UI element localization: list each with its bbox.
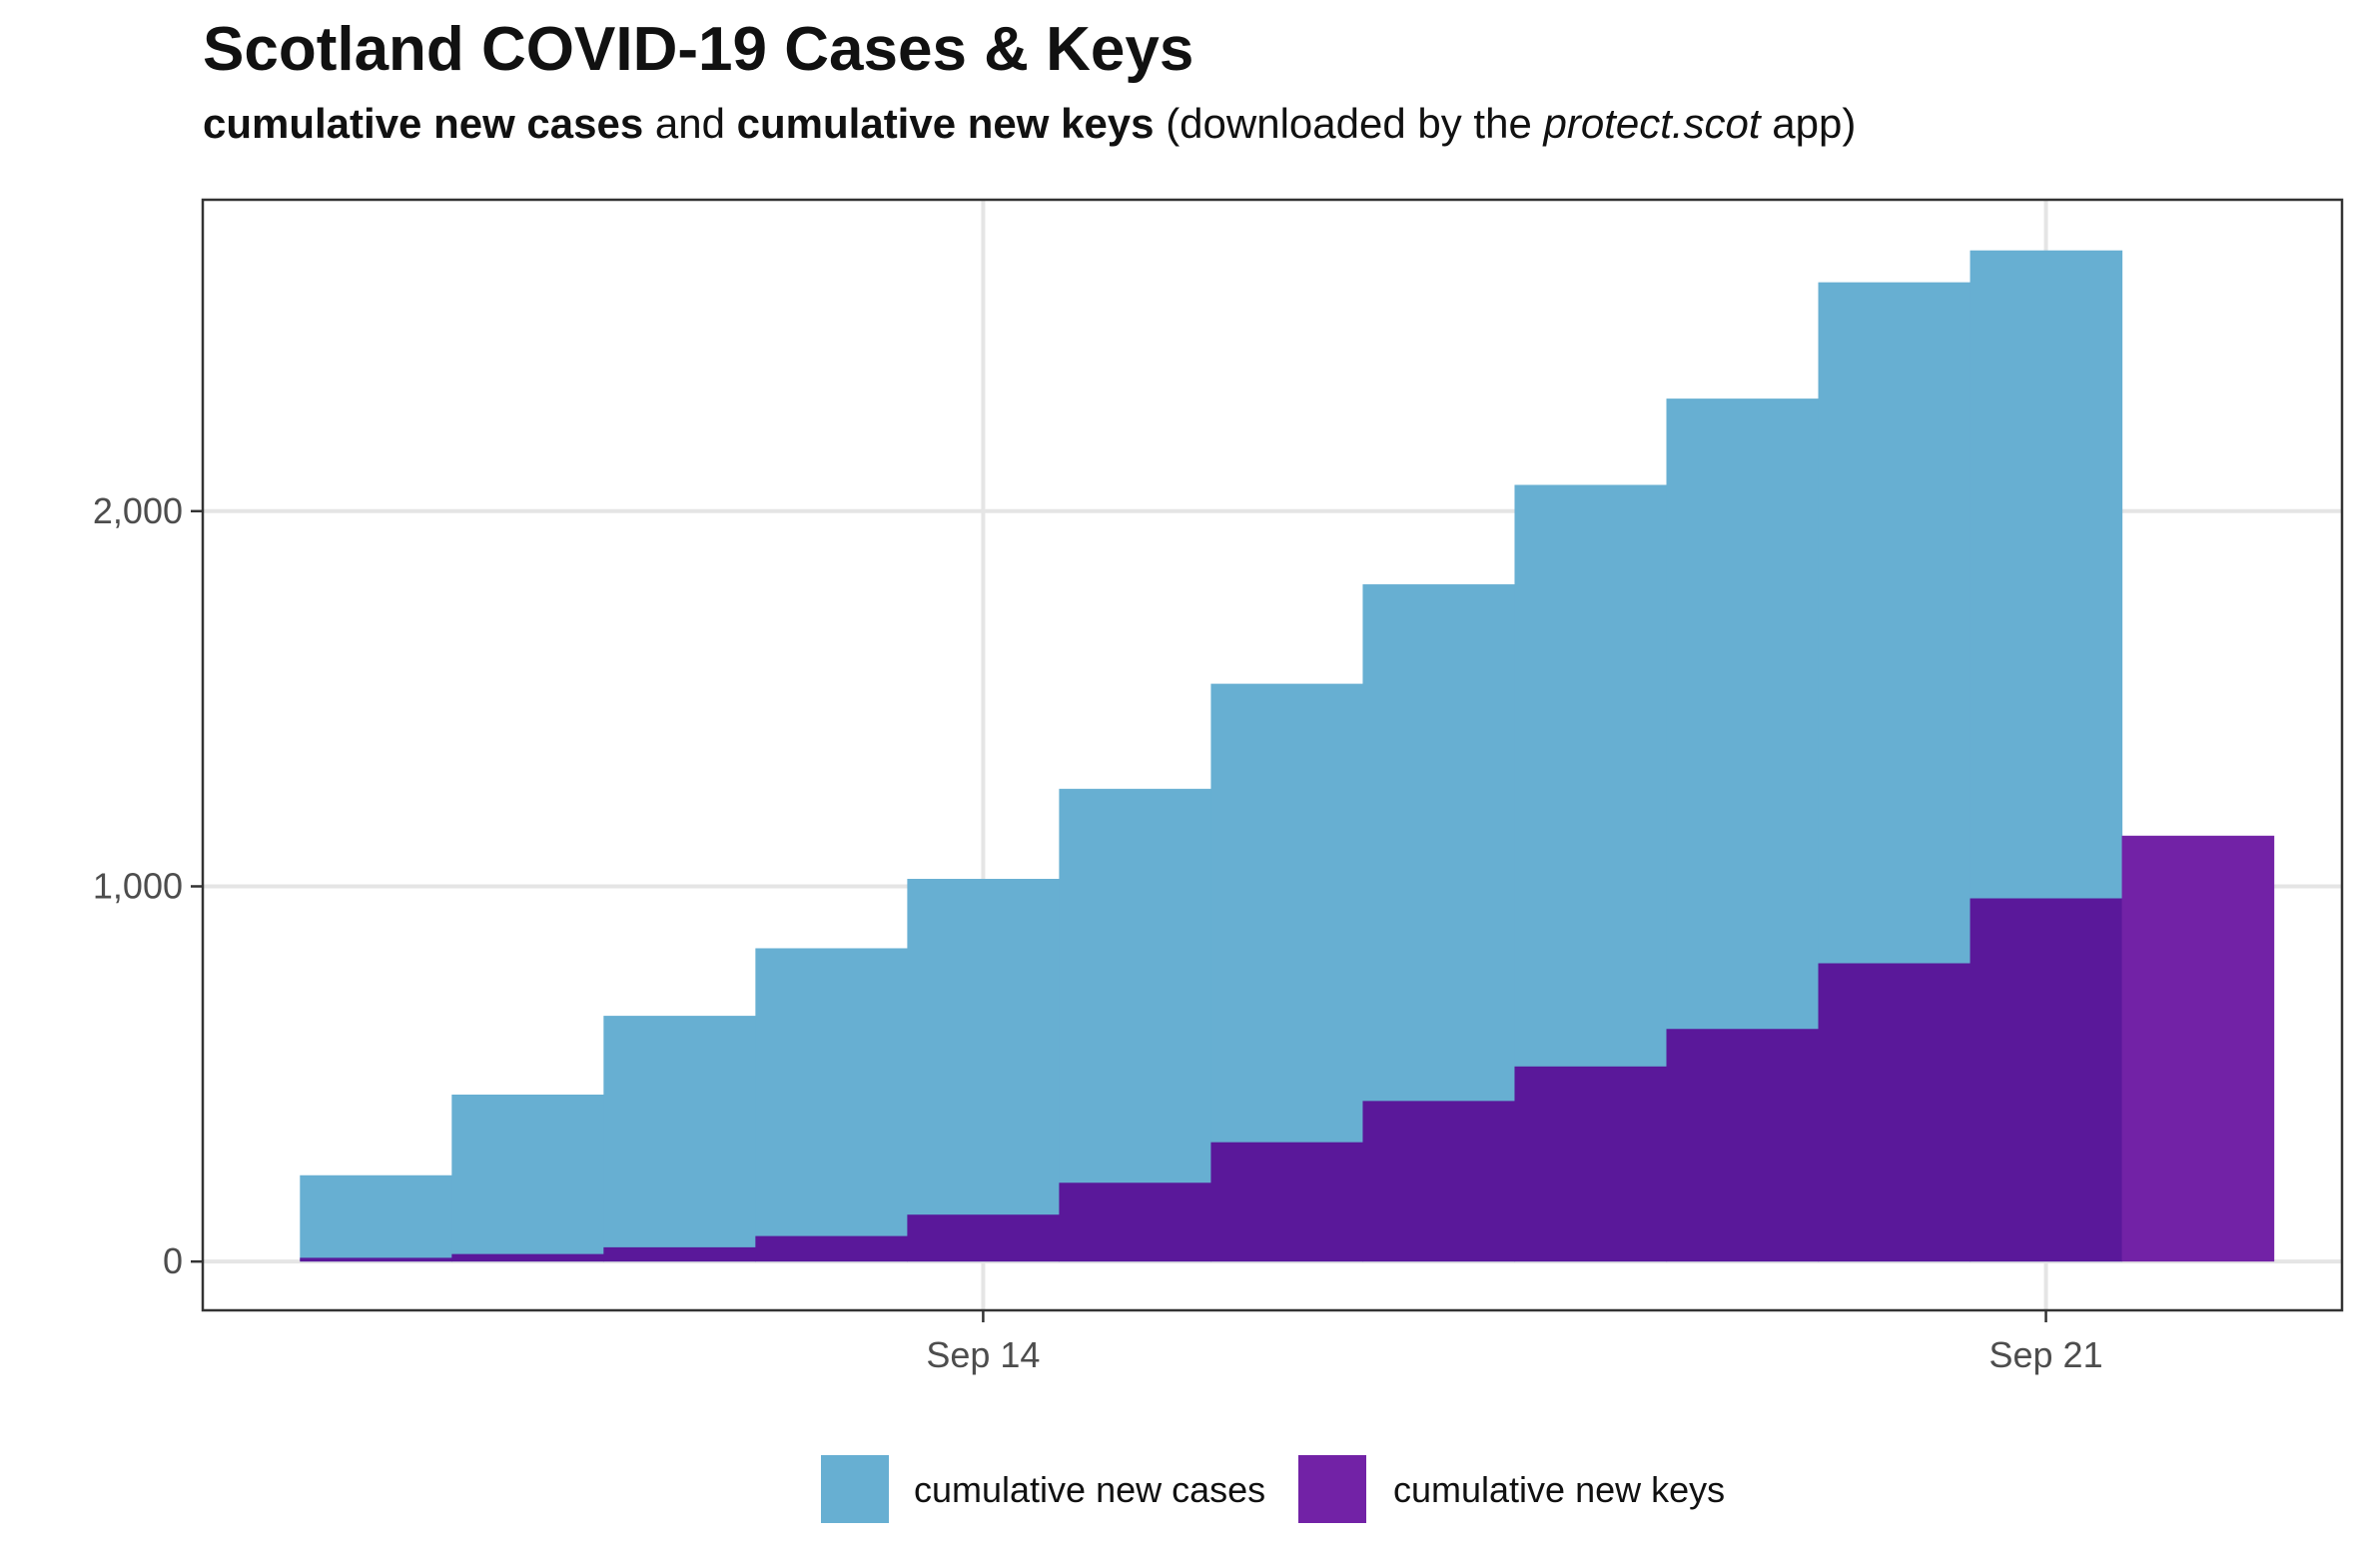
subtitle-part-downloaded: (downloaded by the [1155, 100, 1544, 147]
legend-swatch-keys [1298, 1455, 1366, 1523]
keys-step-12 [2121, 835, 2275, 1262]
x-tick-label-0: Sep 14 [926, 1334, 1040, 1375]
keys-step-6 [1210, 1142, 1364, 1262]
keys-step-10 [1818, 963, 1971, 1262]
x-tick-label-1: Sep 21 [1989, 1334, 2103, 1375]
keys-step-8 [1514, 1066, 1668, 1262]
keys-step-11 [1969, 898, 2123, 1262]
y-tick-label-1: 1,000 [93, 865, 183, 906]
keys-step-2 [603, 1246, 756, 1262]
cases-step-2 [603, 1016, 756, 1262]
keys-step-7 [1362, 1101, 1516, 1262]
cases-step-3 [755, 948, 908, 1262]
y-tick-label-2: 2,000 [93, 490, 183, 531]
subtitle-part-app-name: protect.scot [1541, 100, 1762, 147]
series-cumulative-new-keys [300, 835, 2275, 1262]
subtitle-part-cases: cumulative new cases [203, 100, 643, 147]
legend-label-cases: cumulative new cases [914, 1469, 1265, 1510]
legend-swatch-cases [821, 1455, 889, 1523]
keys-step-0 [300, 1257, 452, 1262]
keys-step-1 [451, 1253, 604, 1262]
cases-step-0 [300, 1175, 452, 1262]
legend: cumulative new cases cumulative new keys [821, 1455, 1725, 1523]
keys-step-3 [755, 1235, 908, 1262]
subtitle-part-app: app) [1761, 100, 1857, 147]
panel-border [201, 198, 2344, 1312]
subtitle-part-and: and [643, 100, 736, 147]
chart-subtitle: cumulative new cases and cumulative new … [203, 100, 1856, 147]
cases-step-1 [451, 1094, 604, 1262]
axes: 0 1,000 2,000 Sep 14 Sep 21 [93, 490, 2103, 1375]
cases-step-4 [907, 878, 1061, 1262]
y-tick-label-0: 0 [163, 1240, 183, 1281]
keys-step-5 [1059, 1182, 1212, 1262]
subtitle-part-keys: cumulative new keys [737, 100, 1155, 147]
keys-step-4 [907, 1214, 1061, 1262]
keys-step-9 [1666, 1029, 1820, 1262]
chart-title: Scotland COVID-19 Cases & Keys [203, 15, 1193, 84]
legend-label-keys: cumulative new keys [1393, 1469, 1725, 1510]
